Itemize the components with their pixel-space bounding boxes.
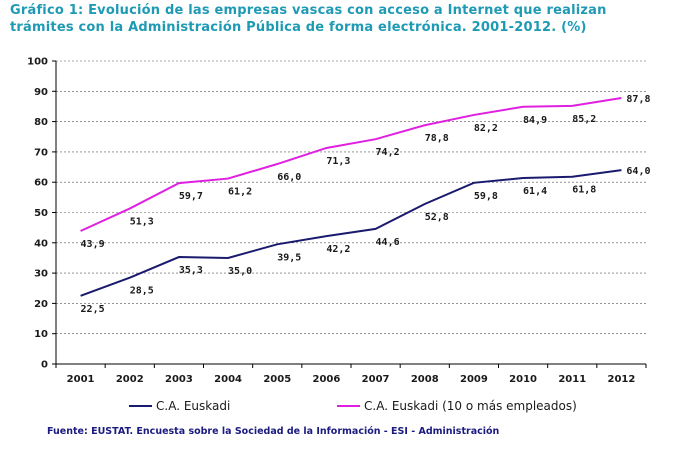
x-tick-label: 2004 [214, 374, 242, 385]
legend-label: C.A. Euskadi [156, 399, 230, 413]
x-tick-label: 2006 [312, 374, 340, 385]
data-label: 71,3 [326, 156, 350, 167]
data-label: 64,0 [626, 166, 650, 177]
data-label: 52,8 [425, 212, 449, 223]
data-labels: 22,5 28,5 35,3 35,0 39,5 42,2 44,6 52,8 59,8 61,4… [81, 94, 651, 315]
y-tick-label: 40 [34, 238, 48, 249]
y-tick-label: 10 [34, 329, 48, 340]
x-axis-ticks: 2001 2002 2003 2004 2005 2006 2007 2008 2009 2010… [55, 364, 647, 385]
data-label: 66,0 [277, 172, 301, 183]
data-label: 59,8 [474, 191, 498, 202]
x-tick-label: 2005 [263, 374, 291, 385]
data-label: 87,8 [626, 94, 650, 105]
y-tick-label: 70 [34, 147, 48, 158]
data-label: 74,2 [376, 147, 400, 158]
data-label: 42,2 [326, 244, 350, 255]
x-tick-label: 2008 [411, 374, 439, 385]
data-label: 61,4 [523, 186, 547, 197]
chart-title: Gráfico 1: Evolución de las empresas vas… [10, 3, 607, 35]
y-tick-label: 60 [34, 178, 48, 189]
series-lines [80, 96, 622, 297]
source-note: Fuente: EUSTAT. Encuesta sobre la Socied… [47, 426, 500, 437]
data-label: 61,8 [572, 185, 596, 196]
data-label: 61,2 [228, 187, 252, 198]
data-label: 59,7 [179, 191, 203, 202]
y-tick-label: 50 [34, 208, 48, 219]
x-tick-label: 2010 [509, 374, 537, 385]
data-label: 84,9 [523, 115, 547, 126]
y-axis-ticks: 0 10 20 30 40 50 60 70 80 90 100 [27, 57, 56, 371]
legend-label: C.A. Euskadi (10 o más empleados) [364, 399, 577, 413]
series-line [80, 96, 622, 232]
x-tick-label: 2002 [116, 374, 144, 385]
data-label: 22,5 [81, 304, 105, 315]
x-tick-label: 2009 [460, 374, 488, 385]
data-label: 51,3 [130, 217, 154, 228]
x-tick-label: 2003 [165, 374, 193, 385]
data-label: 44,6 [376, 237, 400, 248]
data-label: 35,3 [179, 265, 203, 276]
series-line [80, 169, 622, 297]
data-label: 28,5 [130, 286, 154, 297]
x-tick-label: 2011 [558, 374, 586, 385]
y-tick-label: 30 [34, 269, 48, 280]
data-label: 35,0 [228, 266, 252, 277]
legend: C.A. Euskadi C.A. Euskadi (10 o más emple… [129, 399, 577, 413]
y-tick-label: 0 [41, 360, 48, 371]
data-label: 43,9 [81, 239, 105, 250]
y-tick-label: 20 [34, 299, 48, 310]
y-tick-label: 80 [34, 117, 48, 128]
x-tick-label: 2012 [607, 374, 635, 385]
x-tick-label: 2001 [67, 374, 95, 385]
data-label: 82,2 [474, 123, 498, 134]
y-tick-label: 100 [27, 57, 48, 68]
y-tick-label: 90 [34, 87, 48, 98]
data-label: 78,8 [425, 133, 449, 144]
data-label: 85,2 [572, 114, 596, 125]
data-label: 39,5 [277, 252, 301, 263]
x-tick-label: 2007 [362, 374, 390, 385]
